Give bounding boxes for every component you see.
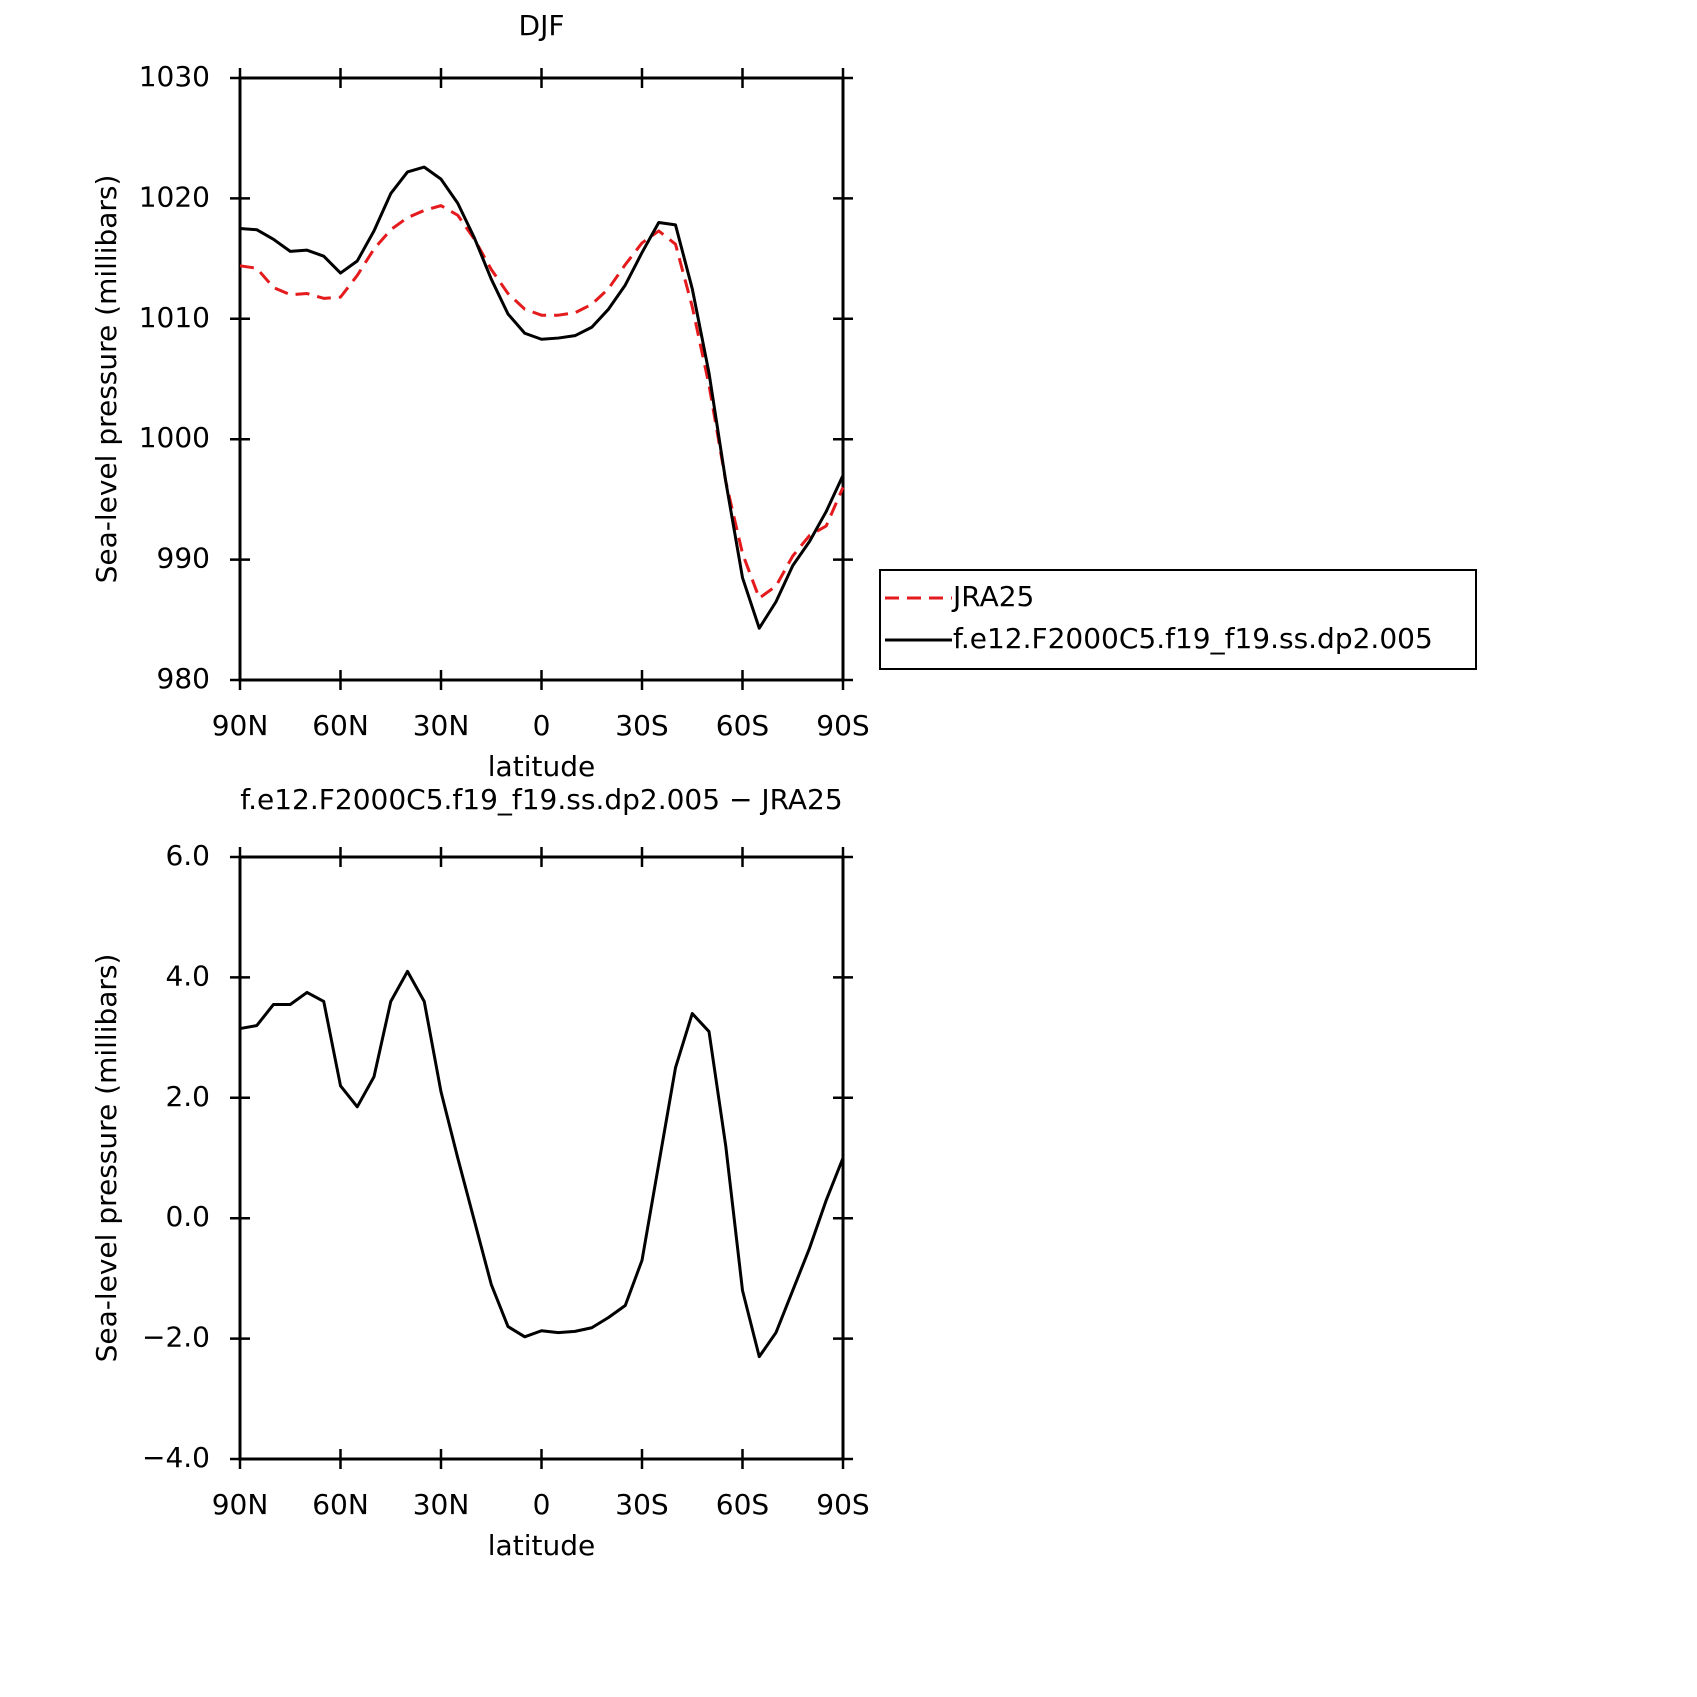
legend-label: JRA25 — [951, 580, 1034, 613]
series-line — [239, 165, 845, 630]
x-tick-label: 30N — [413, 1488, 470, 1521]
x-tick-label: 60N — [312, 709, 369, 742]
y-axis-label: Sea-level pressure (millibars) — [90, 954, 123, 1363]
legend-label: f.e12.F2000C5.f19_f19.ss.dp2.005 — [953, 622, 1433, 655]
y-tick-label: 1020 — [139, 180, 210, 213]
plot-frame — [238, 76, 845, 682]
x-tick-label: 90N — [212, 1488, 269, 1521]
legend-box — [879, 569, 1477, 670]
y-tick-label: 4.0 — [165, 959, 210, 992]
series-line — [239, 204, 845, 600]
y-tick-label: 1000 — [139, 421, 210, 454]
x-tick-label: 90N — [212, 709, 269, 742]
y-tick-label: 990 — [157, 542, 210, 575]
x-tick-label: 90S — [816, 709, 869, 742]
x-axis-label: latitude — [488, 750, 595, 783]
x-tick-label: 0 — [533, 709, 551, 742]
y-tick-label: 0.0 — [165, 1200, 210, 1233]
y-axis-label: Sea-level pressure (millibars) — [90, 175, 123, 584]
chart-title: f.e12.F2000C5.f19_f19.ss.dp2.005 − JRA25 — [240, 783, 842, 816]
y-tick-label: 1010 — [139, 301, 210, 334]
y-tick-label: 1030 — [139, 60, 210, 93]
y-tick-label: 980 — [157, 662, 210, 695]
x-tick-label: 30S — [615, 1488, 668, 1521]
x-tick-label: 30N — [413, 709, 470, 742]
series-line — [239, 969, 845, 1359]
x-tick-label: 90S — [816, 1488, 869, 1521]
x-axis-label: latitude — [488, 1529, 595, 1562]
y-tick-label: −4.0 — [142, 1441, 210, 1474]
y-tick-label: −2.0 — [142, 1321, 210, 1354]
x-tick-label: 30S — [615, 709, 668, 742]
x-tick-label: 0 — [533, 1488, 551, 1521]
x-tick-label: 60S — [716, 709, 769, 742]
x-tick-label: 60N — [312, 1488, 369, 1521]
plot-frame — [238, 855, 845, 1461]
chart-title: DJF — [519, 9, 565, 42]
y-tick-label: 6.0 — [165, 839, 210, 872]
y-tick-label: 2.0 — [165, 1080, 210, 1113]
x-tick-label: 60S — [716, 1488, 769, 1521]
